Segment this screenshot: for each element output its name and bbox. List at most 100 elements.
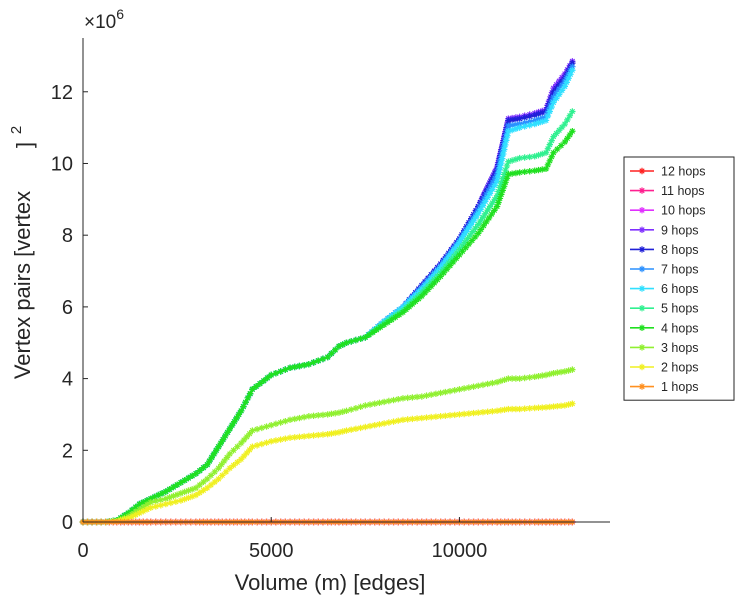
data-point-marker xyxy=(535,373,542,380)
data-point-marker xyxy=(558,81,566,89)
data-point-marker xyxy=(432,413,440,420)
data-point-marker xyxy=(546,370,553,378)
data-point-marker xyxy=(485,214,493,222)
data-point-marker xyxy=(413,415,421,422)
data-point-marker xyxy=(491,169,499,177)
data-point-marker xyxy=(553,130,560,137)
data-point-marker xyxy=(526,113,533,120)
data-point-marker xyxy=(535,116,542,123)
data-point-marker xyxy=(252,383,260,390)
data-point-marker xyxy=(456,411,463,418)
data-point-marker xyxy=(152,497,159,505)
data-point-marker xyxy=(185,487,192,494)
data-point-marker xyxy=(185,494,192,501)
data-point-marker xyxy=(475,382,482,389)
data-point-marker xyxy=(493,192,501,199)
data-point-marker xyxy=(357,335,364,342)
data-point-marker xyxy=(385,397,393,405)
data-point-marker xyxy=(569,67,576,74)
data-point-marker xyxy=(460,231,468,239)
data-point-marker xyxy=(502,179,509,186)
data-point-marker xyxy=(504,132,511,139)
data-point-marker xyxy=(172,498,180,505)
data-point-marker xyxy=(501,146,508,153)
data-point-marker xyxy=(286,416,294,424)
data-point-marker xyxy=(226,425,234,432)
legend-label: 10 hops xyxy=(661,204,705,218)
data-point-marker xyxy=(482,210,489,217)
data-point-marker xyxy=(566,112,574,119)
legend-label: 6 hops xyxy=(661,282,699,296)
data-point-marker xyxy=(352,336,360,344)
data-point-marker xyxy=(366,401,374,408)
data-point-marker xyxy=(526,168,533,175)
data-point-marker xyxy=(226,465,234,472)
data-point-marker xyxy=(170,483,177,491)
data-point-marker xyxy=(477,217,484,225)
data-point-marker xyxy=(237,407,245,415)
data-point-marker xyxy=(167,499,175,507)
x-tick-label: 0 xyxy=(77,540,88,562)
data-point-marker xyxy=(208,454,215,461)
data-point-marker xyxy=(512,405,520,413)
legend-swatch-marker xyxy=(638,324,646,331)
y-tick-label: 12 xyxy=(51,82,73,104)
data-point-marker xyxy=(545,105,553,113)
data-point-marker xyxy=(458,235,465,242)
data-point-marker xyxy=(487,182,494,190)
data-point-marker xyxy=(282,435,289,442)
data-point-marker xyxy=(143,501,151,508)
data-point-marker xyxy=(512,116,520,123)
data-point-marker xyxy=(531,404,538,412)
data-point-marker xyxy=(162,488,170,495)
data-point-marker xyxy=(437,264,444,271)
data-point-marker xyxy=(498,191,505,198)
data-point-marker xyxy=(495,188,502,195)
data-point-marker xyxy=(531,373,538,380)
data-point-marker xyxy=(550,403,557,410)
data-point-marker xyxy=(484,408,491,415)
data-point-marker xyxy=(235,411,243,418)
series-9-hops xyxy=(79,58,576,526)
legend-swatch-marker xyxy=(638,246,646,253)
data-point-marker xyxy=(224,429,231,436)
data-point-marker xyxy=(493,407,501,415)
legend-label: 3 hops xyxy=(661,341,699,355)
data-point-marker xyxy=(479,381,487,389)
legend-item: 10 hops xyxy=(630,204,705,218)
data-point-marker xyxy=(561,83,569,90)
data-point-marker xyxy=(196,481,203,489)
data-point-marker xyxy=(446,412,454,419)
data-point-marker xyxy=(461,239,469,246)
data-point-marker xyxy=(567,71,574,78)
legend-label: 1 hops xyxy=(661,380,699,394)
data-point-marker xyxy=(521,154,528,161)
data-point-marker xyxy=(505,405,512,413)
data-point-marker xyxy=(521,405,528,412)
data-point-marker xyxy=(516,115,523,122)
data-point-marker xyxy=(565,367,572,374)
data-point-marker xyxy=(412,298,419,305)
data-point-marker xyxy=(177,479,185,486)
data-point-marker xyxy=(210,450,218,458)
data-point-marker xyxy=(501,376,508,383)
data-point-marker xyxy=(352,425,360,432)
data-point-marker xyxy=(469,228,477,235)
data-point-marker xyxy=(494,173,502,181)
data-point-marker xyxy=(200,464,207,471)
data-point-marker xyxy=(500,171,508,178)
data-point-marker xyxy=(464,235,471,242)
data-point-marker xyxy=(482,198,489,205)
data-point-marker xyxy=(215,465,222,472)
data-point-marker xyxy=(335,343,343,350)
y-exponent-label: ×106 xyxy=(84,6,124,33)
data-point-marker xyxy=(489,174,497,181)
data-point-marker xyxy=(147,499,154,506)
data-point-marker xyxy=(496,164,504,171)
data-point-marker xyxy=(531,153,538,160)
data-point-marker xyxy=(348,406,355,413)
data-point-marker xyxy=(256,380,264,387)
data-point-marker xyxy=(526,118,533,125)
data-point-marker xyxy=(415,295,422,303)
data-point-marker xyxy=(365,331,373,339)
